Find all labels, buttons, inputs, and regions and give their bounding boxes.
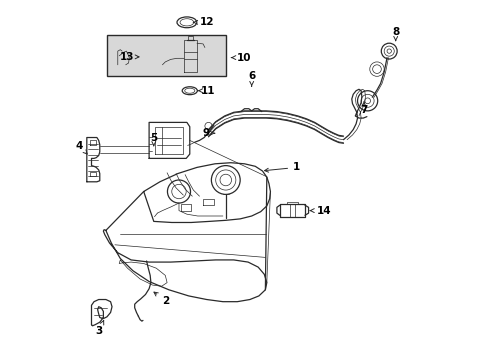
Text: 14: 14 [310,206,330,216]
Text: 2: 2 [154,292,168,306]
Text: 7: 7 [360,102,367,115]
Text: 11: 11 [197,86,215,96]
Text: 6: 6 [247,71,255,86]
Text: 10: 10 [231,53,251,63]
Text: 12: 12 [193,17,214,27]
Text: 3: 3 [95,320,103,336]
FancyBboxPatch shape [107,35,225,76]
Text: 8: 8 [391,27,399,41]
Text: 13: 13 [120,52,139,62]
Text: 1: 1 [264,162,300,172]
Text: 9: 9 [202,128,214,138]
Text: 5: 5 [150,132,157,146]
Text: 4: 4 [76,141,87,154]
